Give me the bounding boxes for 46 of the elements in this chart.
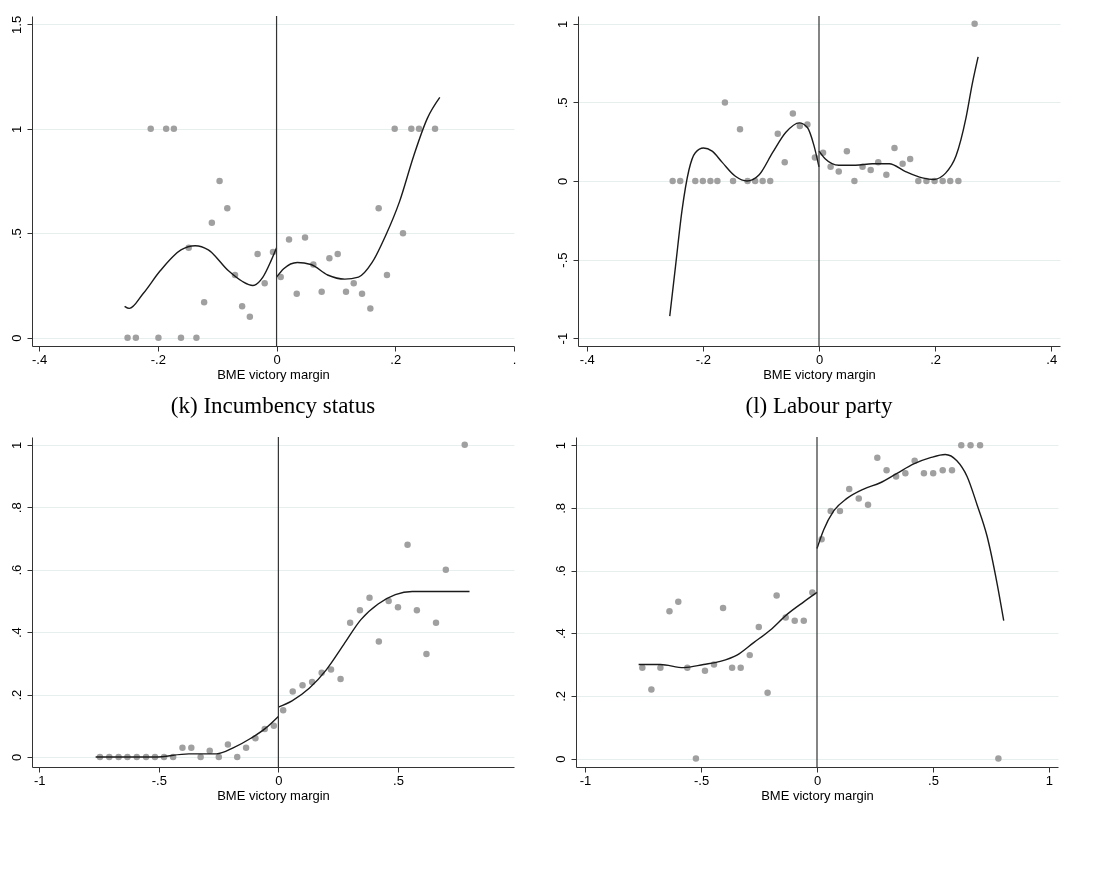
y-tick-label: -.5	[554, 252, 570, 268]
text: (l) Labour party	[745, 393, 893, 418]
text: (k) Incumbency status	[170, 393, 376, 418]
x-axis-title: BME victory margin	[217, 366, 330, 382]
y-tick-label: 0	[8, 334, 24, 342]
x-axis-title: BME victory margin	[763, 366, 876, 382]
x-tick-label: -.4	[579, 351, 595, 367]
x-tick-label: -.5	[693, 772, 710, 788]
y-tick-label: -1	[554, 332, 570, 345]
y-tick-label: 0	[8, 753, 24, 762]
x-tick-label: -.2	[695, 351, 711, 367]
y-tick-label: .5	[8, 228, 24, 240]
y-tick-label: .8	[8, 502, 24, 514]
x-tick-label: -.4	[32, 351, 48, 367]
x-tick-label: .5	[393, 772, 404, 788]
y-tick-label: .4	[8, 627, 24, 639]
x-tick-label: 0	[815, 351, 824, 367]
y-tick-label: .5	[554, 97, 570, 109]
x-tick-label: -.5	[151, 772, 167, 788]
y-tick-label: .2	[8, 689, 24, 701]
y-tick-label: .2	[552, 690, 568, 702]
y-tick-label: .8	[552, 502, 568, 514]
y-tick-label: 1	[8, 441, 24, 449]
x-tick-label: 1	[1045, 772, 1054, 788]
y-tick-label: 1	[554, 20, 570, 28]
y-tick-label: 1	[552, 442, 568, 450]
x-tick-label: .2	[390, 351, 402, 367]
x-tick-label: .4	[1046, 351, 1058, 367]
y-tick-label: .6	[8, 564, 24, 576]
y-tick-label: 1	[8, 125, 24, 133]
y-tick-label: 0	[554, 177, 570, 186]
x-tick-label: -1	[33, 772, 46, 788]
x-axis-title: BME victory margin	[217, 787, 330, 803]
x-tick-label: 0	[275, 772, 283, 788]
x-tick-label: 0	[273, 351, 281, 367]
x-tick-label: .2	[930, 351, 942, 367]
x-axis-title: BME victory margin	[761, 787, 874, 803]
y-tick-label: .4	[552, 628, 568, 640]
x-tick-label: .	[512, 351, 517, 367]
y-tick-label: .6	[552, 565, 568, 577]
x-tick-label: -1	[579, 772, 592, 788]
y-tick-label: 1.5	[8, 15, 24, 34]
x-tick-label: 0	[813, 772, 822, 788]
x-tick-label: -.2	[150, 351, 166, 367]
y-tick-label: 0	[552, 755, 568, 763]
x-tick-label: .5	[928, 772, 939, 788]
